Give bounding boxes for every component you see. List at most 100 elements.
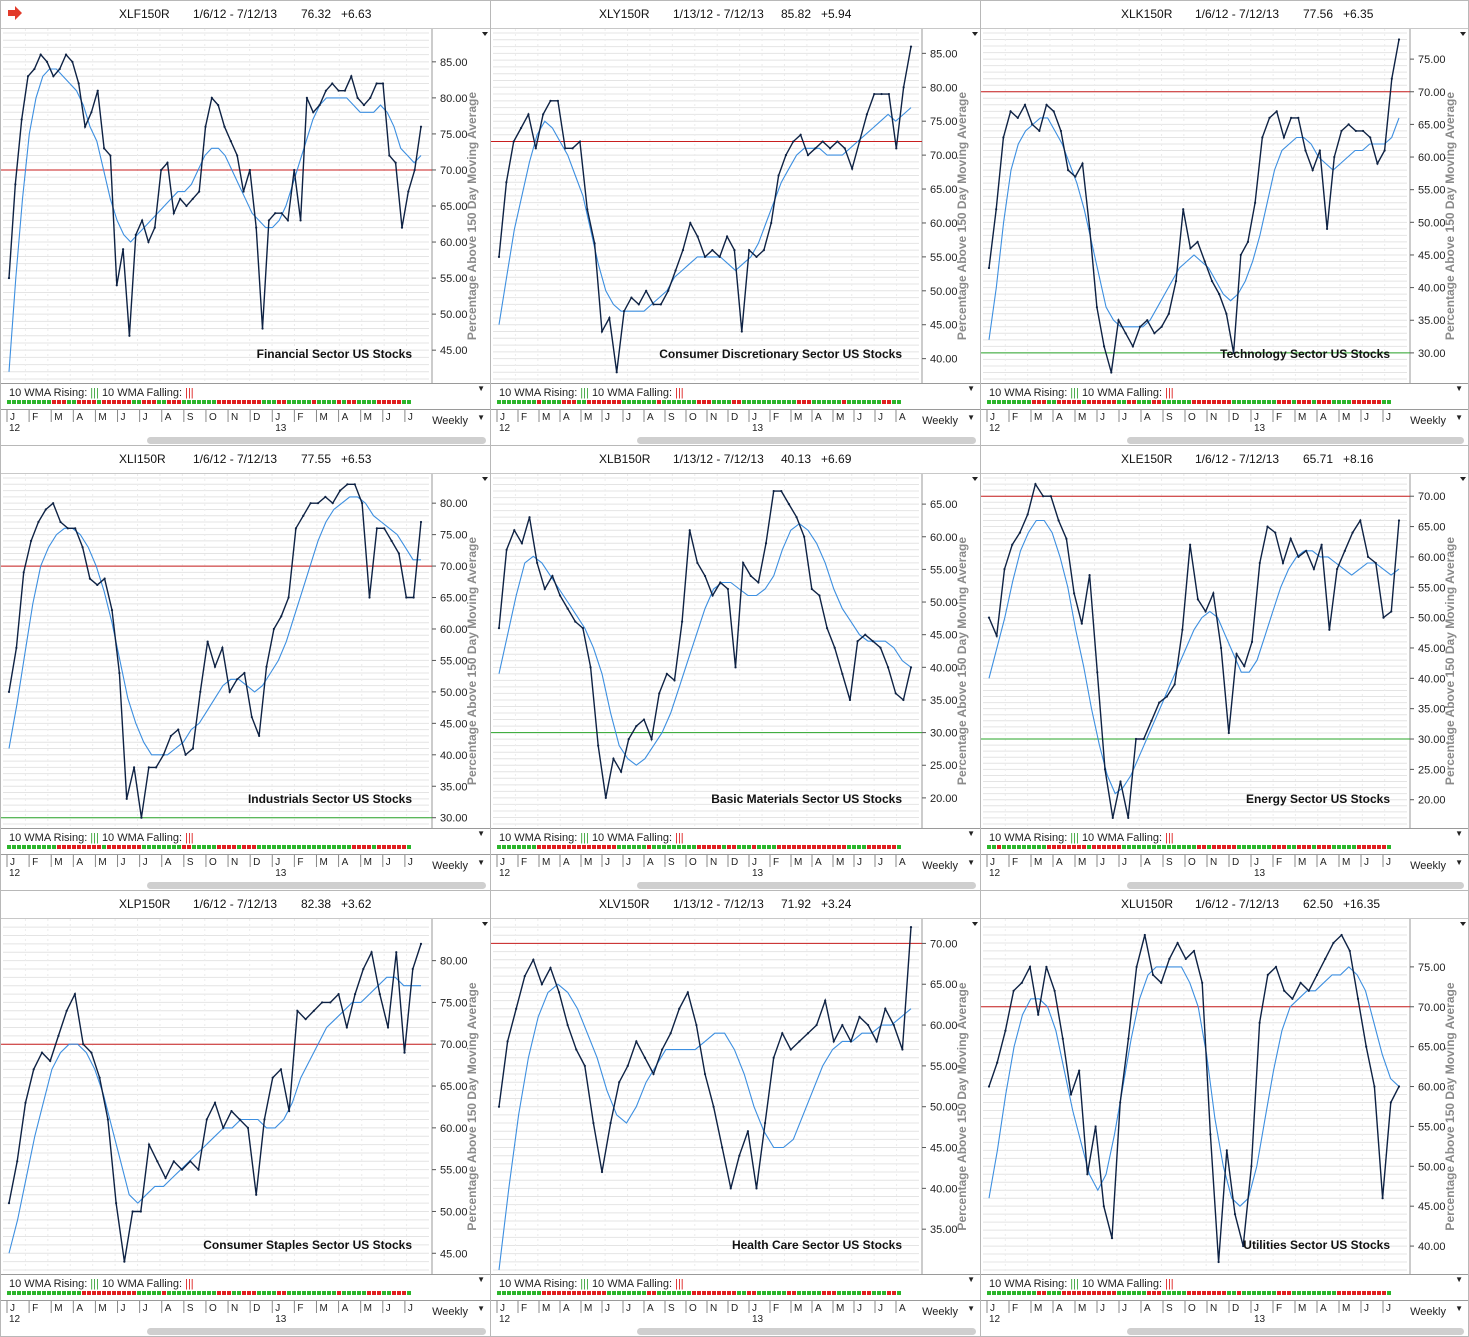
month-label: M — [1298, 412, 1306, 423]
period-selector[interactable]: Weekly — [1410, 415, 1446, 427]
year-label: 12 — [989, 423, 1001, 432]
period-selector[interactable]: Weekly — [922, 860, 958, 872]
horizontal-scrollbar[interactable] — [637, 437, 976, 444]
panel-menu-icon[interactable] — [972, 477, 978, 481]
y-tick-label: 65.00 — [930, 979, 958, 991]
wma-indicator-strip: 10 WMA Rising: ||| 10 WMA Falling: ||| ▼ — [1, 828, 490, 857]
period-menu-icon[interactable]: ▼ — [967, 858, 975, 867]
data-point — [865, 113, 868, 116]
horizontal-scrollbar[interactable] — [147, 437, 486, 444]
rising-dot — [157, 1291, 161, 1295]
period-selector[interactable]: Weekly — [1410, 1306, 1446, 1318]
red-right-arrow-icon[interactable] — [7, 6, 23, 20]
period-menu-icon[interactable]: ▼ — [1455, 1304, 1463, 1313]
period-menu-icon[interactable]: ▼ — [967, 413, 975, 422]
data-point — [806, 154, 810, 157]
data-point — [873, 92, 876, 96]
period-selector[interactable]: Weekly — [432, 1306, 468, 1318]
horizontal-scrollbar[interactable] — [637, 882, 976, 889]
panel-menu-icon[interactable] — [482, 32, 488, 36]
falling-dot — [1057, 845, 1061, 849]
indicator-menu-icon[interactable]: ▼ — [967, 1275, 975, 1284]
period-menu-icon[interactable]: ▼ — [477, 1304, 485, 1313]
data-point — [600, 1170, 604, 1174]
rising-dot — [722, 845, 726, 849]
panel-menu-icon[interactable] — [1460, 32, 1466, 36]
data-point — [189, 1160, 192, 1163]
panel-menu-icon[interactable] — [972, 32, 978, 36]
rising-dot — [1007, 400, 1011, 404]
data-point — [1201, 981, 1204, 984]
period-menu-icon[interactable]: ▼ — [1455, 413, 1463, 422]
indicator-menu-icon[interactable]: ▼ — [967, 829, 975, 838]
indicator-menu-icon[interactable]: ▼ — [477, 1275, 485, 1284]
panel-menu-icon[interactable] — [1460, 922, 1466, 926]
month-label: A — [647, 1303, 654, 1314]
month-label: A — [1056, 857, 1063, 868]
symbol: XLE150R — [1121, 452, 1173, 466]
month-label: M — [1298, 857, 1306, 868]
rising-dot — [712, 400, 716, 404]
rising-dot — [262, 1291, 266, 1295]
period-selector[interactable]: Weekly — [432, 860, 468, 872]
data-point — [32, 1068, 35, 1071]
panel-menu-icon[interactable] — [972, 922, 978, 926]
period-selector[interactable]: Weekly — [922, 1306, 958, 1318]
rising-dot — [47, 845, 51, 849]
falling-dot — [717, 845, 721, 849]
horizontal-scrollbar[interactable] — [1127, 882, 1464, 889]
rising-dot — [1137, 845, 1141, 849]
data-point — [618, 1081, 621, 1084]
indicator-menu-icon[interactable]: ▼ — [477, 829, 485, 838]
rising-dot — [32, 845, 36, 849]
indicator-menu-icon[interactable]: ▼ — [1455, 829, 1463, 838]
falling-dot — [222, 400, 226, 404]
rising-dot — [267, 845, 271, 849]
rising-dot — [1252, 1291, 1256, 1295]
data-point — [1168, 957, 1171, 960]
indicator-menu-icon[interactable]: ▼ — [967, 384, 975, 393]
indicator-menu-icon[interactable]: ▼ — [477, 384, 485, 393]
data-point — [1119, 780, 1122, 783]
horizontal-scrollbar[interactable] — [147, 1328, 486, 1335]
data-point — [996, 1061, 999, 1064]
indicator-menu-icon[interactable]: ▼ — [1455, 1275, 1463, 1284]
data-point — [583, 1064, 586, 1067]
rising-marker: ||| — [577, 832, 592, 844]
falling-dot — [227, 1291, 231, 1295]
data-point — [1397, 1085, 1401, 1088]
falling-dot — [282, 1291, 286, 1295]
panel-menu-icon[interactable] — [482, 477, 488, 481]
falling-dot — [717, 1291, 721, 1295]
falling-dot — [367, 845, 371, 849]
data-point — [725, 235, 729, 238]
data-point — [626, 1064, 629, 1067]
data-point — [1150, 719, 1153, 722]
time-axis: J F M A M J J A S O N D J F M A M J J A 12 13 Weekly ▼ — [491, 854, 980, 877]
rising-dot — [622, 1291, 626, 1295]
period-selector[interactable]: Weekly — [432, 415, 468, 427]
falling-dot — [1132, 400, 1136, 404]
wma-falling-label: 10 WMA Falling: — [591, 832, 673, 844]
rising-dot — [42, 845, 46, 849]
period-menu-icon[interactable]: ▼ — [477, 858, 485, 867]
period-selector[interactable]: Weekly — [922, 415, 958, 427]
rising-dot — [182, 1291, 186, 1295]
period-menu-icon[interactable]: ▼ — [967, 1304, 975, 1313]
data-point — [1134, 737, 1138, 741]
panel-menu-icon[interactable] — [482, 922, 488, 926]
horizontal-scrollbar[interactable] — [637, 1328, 976, 1335]
horizontal-scrollbar[interactable] — [147, 882, 486, 889]
falling-dot — [242, 845, 246, 849]
period-menu-icon[interactable]: ▼ — [477, 413, 485, 422]
horizontal-scrollbar[interactable] — [1127, 437, 1464, 444]
indicator-menu-icon[interactable]: ▼ — [1455, 384, 1463, 393]
data-point — [864, 633, 867, 636]
panel-menu-icon[interactable] — [1460, 477, 1466, 481]
data-point — [772, 489, 775, 493]
falling-dot — [792, 1291, 796, 1295]
period-selector[interactable]: Weekly — [1410, 860, 1446, 872]
horizontal-scrollbar[interactable] — [1127, 1328, 1464, 1335]
period-menu-icon[interactable]: ▼ — [1455, 858, 1463, 867]
data-point — [909, 666, 913, 669]
